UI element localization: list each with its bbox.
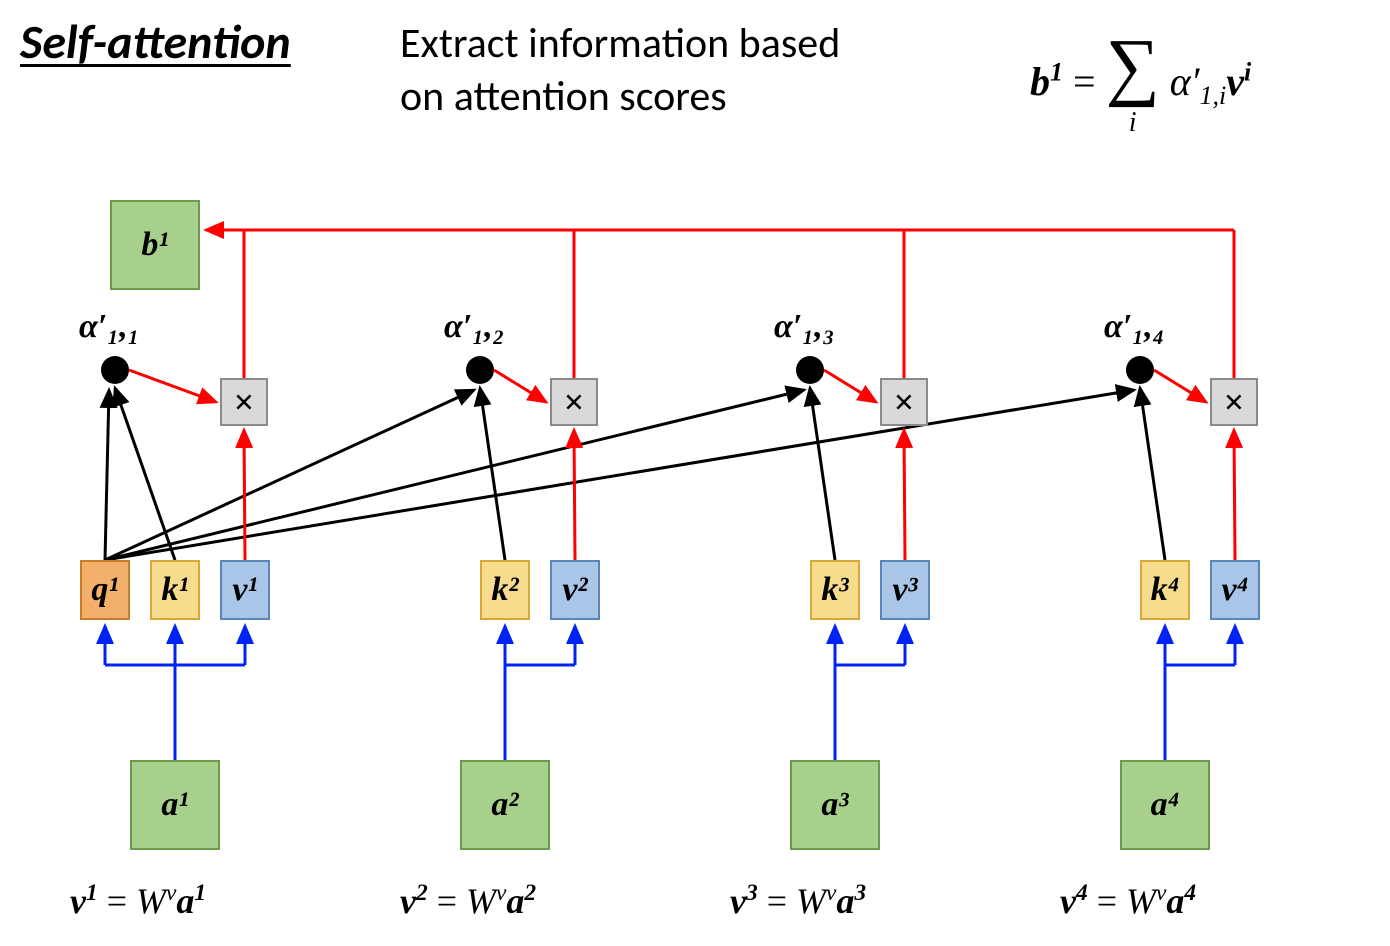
equation-v2: v2 = Wva2 <box>400 880 536 922</box>
edge-k1-alpha <box>115 388 175 560</box>
alpha-label-2: α′₁,₂ <box>444 308 505 346</box>
edge-alpha1-mult <box>129 370 216 402</box>
node-v3: v³ <box>880 560 930 620</box>
title: Self-attention <box>20 12 291 71</box>
node-v2: v² <box>550 560 600 620</box>
formula-b1: b1 = ∑i α′1,ivi <box>1030 28 1251 144</box>
node-a3: a³ <box>790 760 880 850</box>
edge-v4-mult <box>1234 430 1235 560</box>
alpha-dot-2 <box>466 356 494 384</box>
edge-v1-mult <box>244 430 245 560</box>
node-a1: a¹ <box>130 760 220 850</box>
mult-1: × <box>220 378 268 426</box>
node-b1: b¹ <box>110 200 200 290</box>
node-v4: v⁴ <box>1210 560 1260 620</box>
node-k1: k¹ <box>150 560 200 620</box>
mult-2: × <box>550 378 598 426</box>
mult-3: × <box>880 378 928 426</box>
node-a2: a² <box>460 760 550 850</box>
edge-k2-alpha <box>480 388 505 560</box>
edge-q1-alpha1 <box>105 390 109 560</box>
node-a4: a⁴ <box>1120 760 1210 850</box>
edge-q1-alpha3 <box>105 390 804 560</box>
subtitle: Extract information basedon attention sc… <box>400 18 840 123</box>
edge-alpha4-mult <box>1154 370 1206 402</box>
mult-4: × <box>1210 378 1258 426</box>
alpha-label-3: α′₁,₃ <box>774 308 835 346</box>
equation-v3: v3 = Wva3 <box>730 880 866 922</box>
edge-q1-alpha2 <box>105 390 474 560</box>
node-k4: k⁴ <box>1140 560 1190 620</box>
alpha-dot-1 <box>101 356 129 384</box>
edge-v3-mult <box>904 430 905 560</box>
equation-v4: v4 = Wva4 <box>1060 880 1196 922</box>
subtitle-line1: Extract information based <box>400 18 840 69</box>
edge-v2-mult <box>574 430 575 560</box>
node-k2: k² <box>480 560 530 620</box>
edge-alpha3-mult <box>824 370 876 402</box>
subtitle-line2: on attention scores <box>400 71 727 122</box>
edge-alpha2-mult <box>494 370 546 402</box>
node-v1: v¹ <box>220 560 270 620</box>
edge-k4-alpha <box>1140 388 1165 560</box>
alpha-dot-3 <box>796 356 824 384</box>
node-q1: q¹ <box>80 560 130 620</box>
alpha-label-1: α′₁,₁ <box>79 308 140 346</box>
node-k3: k³ <box>810 560 860 620</box>
alpha-dot-4 <box>1126 356 1154 384</box>
alpha-label-4: α′₁,₄ <box>1104 308 1165 346</box>
equation-v1: v1 = Wva1 <box>70 880 206 922</box>
edge-k3-alpha <box>810 388 835 560</box>
